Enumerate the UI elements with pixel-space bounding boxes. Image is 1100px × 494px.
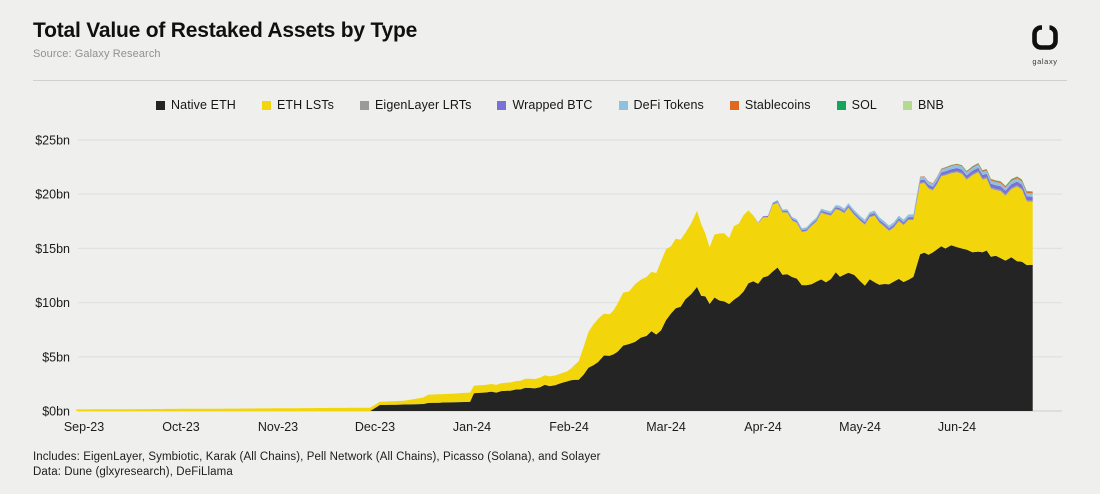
legend-label: Stablecoins bbox=[744, 98, 811, 112]
page-title: Total Value of Restaked Assets by Type bbox=[33, 19, 418, 42]
chart-header: Total Value of Restaked Assets by Type S… bbox=[33, 18, 1067, 66]
svg-text:Feb-24: Feb-24 bbox=[549, 420, 589, 434]
x-axis-labels: Sep-23 Oct-23 Nov-23 Dec-23 Jan-24 Feb-24 Mar-… bbox=[64, 420, 976, 434]
legend-item-defi-tokens: DeFi Tokens bbox=[618, 98, 704, 112]
legend-item-stablecoins: Stablecoins bbox=[729, 98, 811, 112]
legend-swatch-stablecoins bbox=[729, 100, 739, 110]
galaxy-logo-text: galaxy bbox=[1032, 57, 1058, 66]
footnote-includes: Includes: EigenLayer, Symbiotic, Karak (… bbox=[33, 451, 601, 463]
legend-item-eigenlayer-lrts: EigenLayer LRTs bbox=[360, 98, 471, 112]
svg-text:$10bn: $10bn bbox=[35, 296, 70, 310]
svg-text:May-24: May-24 bbox=[839, 420, 881, 434]
header-divider bbox=[33, 80, 1067, 81]
galaxy-logo: galaxy bbox=[1025, 24, 1065, 66]
legend-label: ETH LSTs bbox=[276, 98, 334, 112]
footnotes: Includes: EigenLayer, Symbiotic, Karak (… bbox=[33, 450, 1067, 479]
legend-swatch-eth-lsts bbox=[261, 100, 271, 110]
legend-label: Native ETH bbox=[171, 98, 236, 112]
svg-text:Oct-23: Oct-23 bbox=[162, 420, 200, 434]
chart-legend: Native ETH ETH LSTs EigenLayer LRTs Wrapped… bbox=[0, 98, 1100, 112]
band-native-eth bbox=[76, 245, 1033, 411]
svg-text:$20bn: $20bn bbox=[35, 188, 70, 202]
svg-text:Nov-23: Nov-23 bbox=[258, 420, 298, 434]
legend-item-sol: SOL bbox=[836, 98, 877, 112]
svg-text:Mar-24: Mar-24 bbox=[646, 420, 686, 434]
legend-swatch-wrapped-btc bbox=[497, 100, 507, 110]
legend-swatch-defi-tokens bbox=[618, 100, 628, 110]
legend-swatch-sol bbox=[836, 100, 846, 110]
legend-label: EigenLayer LRTs bbox=[375, 98, 472, 112]
legend-item-wrapped-btc: Wrapped BTC bbox=[497, 98, 592, 112]
svg-text:Apr-24: Apr-24 bbox=[744, 420, 782, 434]
stacked-bands bbox=[76, 163, 1033, 411]
legend-label: BNB bbox=[917, 98, 944, 112]
svg-text:$0bn: $0bn bbox=[42, 405, 70, 419]
source-caption: Source: Galaxy Research bbox=[33, 48, 161, 61]
footnote-data: Data: Dune (glxyresearch), DeFiLlama bbox=[33, 465, 233, 478]
svg-text:$15bn: $15bn bbox=[35, 242, 70, 256]
legend-swatch-eigenlayer-lrts bbox=[360, 100, 369, 110]
legend-swatch-bnb bbox=[902, 100, 912, 110]
svg-text:Dec-23: Dec-23 bbox=[355, 420, 395, 434]
svg-text:$25bn: $25bn bbox=[35, 134, 70, 148]
legend-item-native-eth: Native ETH bbox=[156, 98, 236, 112]
legend-label: DeFi Tokens bbox=[633, 98, 704, 112]
svg-text:$5bn: $5bn bbox=[42, 350, 70, 364]
svg-text:Jan-24: Jan-24 bbox=[453, 420, 491, 434]
galaxy-logo-icon bbox=[1032, 24, 1058, 50]
legend-label: Wrapped BTC bbox=[512, 98, 593, 112]
svg-text:Jun-24: Jun-24 bbox=[938, 420, 976, 434]
legend-swatch-native-eth bbox=[156, 100, 166, 110]
chart-area: $0bn $5bn $10bn $15bn $20bn $25bn Sep-23 Oct-23… bbox=[0, 128, 1100, 440]
legend-item-eth-lsts: ETH LSTs bbox=[261, 98, 334, 112]
svg-text:Sep-23: Sep-23 bbox=[64, 420, 104, 434]
legend-item-bnb: BNB bbox=[902, 98, 944, 112]
y-axis-labels: $0bn $5bn $10bn $15bn $20bn $25bn bbox=[35, 134, 70, 419]
band-eth-lsts bbox=[76, 172, 1033, 411]
legend-label: SOL bbox=[851, 98, 877, 112]
stacked-area-chart: $0bn $5bn $10bn $15bn $20bn $25bn Sep-23 Oct-23… bbox=[35, 134, 1062, 434]
